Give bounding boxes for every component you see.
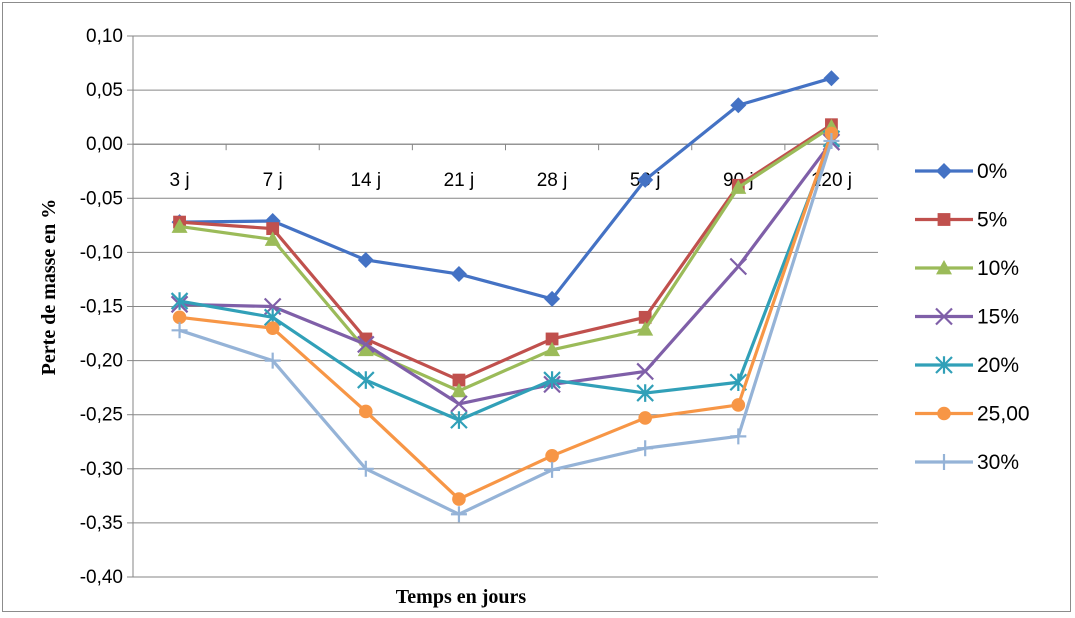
series-30%: [171, 132, 840, 523]
data-point: [823, 132, 840, 149]
data-point: [450, 266, 467, 283]
y-tick-label: 0,05: [86, 80, 123, 101]
data-point: [637, 321, 654, 336]
x-tick-label: 7 j: [263, 170, 283, 191]
legend-item: 10%: [915, 257, 1019, 280]
data-point: [171, 218, 188, 233]
legend-label: 15%: [977, 306, 1019, 329]
data-point: [544, 461, 561, 478]
y-tick-label: -0,40: [80, 567, 123, 588]
data-point: [545, 332, 559, 346]
series-line: [179, 125, 833, 393]
y-tick-label: -0,25: [80, 405, 123, 426]
data-point: [935, 307, 953, 326]
data-point: [730, 97, 747, 114]
series-line: [179, 132, 833, 501]
data-point: [729, 257, 748, 276]
legend-item: 0%: [915, 160, 1007, 183]
data-point: [172, 310, 187, 325]
data-point: [636, 384, 654, 402]
data-point: [730, 428, 747, 445]
data-point: [171, 322, 188, 339]
data-point: [637, 440, 654, 457]
data-point: [170, 292, 189, 310]
x-tick-label: 21 j: [444, 170, 475, 191]
data-point: [450, 411, 468, 429]
data-point: [936, 260, 952, 275]
data-point: [264, 231, 281, 246]
legend: 0% 5% 10% 15% 20% 25,00 30%: [915, 160, 1030, 474]
data-point: [543, 371, 561, 389]
data-point: [544, 341, 561, 357]
data-point: [545, 449, 559, 463]
data-point: [638, 411, 652, 425]
x-axis-label: Temps en jours: [396, 586, 527, 608]
y-tick-label: 0,00: [86, 134, 123, 155]
legend-label: 20%: [977, 354, 1019, 377]
y-tick-label: -0,15: [80, 297, 123, 318]
legend-label: 0%: [977, 160, 1007, 183]
y-axis-ticks: 0,10 0,05 0,00 -0,05 -0,10 -0,15 -0,20 -0,25 -0,…: [80, 26, 123, 588]
series-25,00: [172, 126, 839, 506]
data-point: [357, 335, 375, 354]
data-point: [731, 398, 746, 412]
y-tick-label: 0,10: [86, 26, 123, 47]
series-line: [179, 141, 833, 406]
y-axis-label: Perte de masse en %: [38, 199, 60, 376]
data-point: [730, 179, 747, 194]
legend-item: 20%: [915, 354, 1019, 377]
data-point: [357, 371, 375, 389]
data-point: [450, 382, 467, 398]
legend-item: 25,00: [915, 403, 1030, 426]
x-tick-label: 3 j: [170, 170, 190, 191]
data-point: [450, 506, 467, 523]
data-point: [637, 171, 654, 188]
legend-item: 15%: [915, 306, 1019, 329]
data-point: [452, 373, 466, 387]
data-point: [450, 395, 468, 413]
data-point: [937, 406, 951, 421]
series-line: [179, 123, 833, 382]
data-point: [265, 321, 280, 335]
series-group: [170, 70, 841, 523]
legend-label: 10%: [977, 257, 1019, 280]
data-point: [936, 454, 952, 470]
data-point: [357, 460, 374, 477]
data-point: [452, 492, 466, 506]
legend-label: 25,00: [977, 403, 1030, 426]
series-line: [179, 140, 833, 516]
y-tick-label: -0,30: [80, 459, 123, 480]
y-tick-label: -0,10: [80, 242, 123, 263]
y-tick-label: -0,05: [80, 188, 123, 209]
legend-item: 5%: [915, 209, 1007, 232]
data-point: [937, 213, 951, 226]
series-line: [179, 138, 833, 422]
data-point: [544, 290, 561, 307]
data-point: [638, 310, 652, 324]
x-tick-label: 28 j: [537, 170, 568, 191]
x-tick-label: 14 j: [350, 170, 381, 191]
data-point: [636, 362, 654, 381]
data-point: [359, 404, 373, 419]
y-tick-label: -0,35: [80, 513, 123, 534]
data-point: [936, 163, 952, 179]
series-line: [179, 76, 832, 301]
y-tick-label: -0,20: [80, 351, 123, 372]
data-point: [357, 251, 374, 268]
data-point: [264, 352, 281, 369]
data-point: [823, 70, 840, 87]
legend-label: 30%: [977, 451, 1019, 474]
line-chart: 0,10 0,05 0,00 -0,05 -0,10 -0,15 -0,20 -0,25 -0,…: [38, 26, 1030, 608]
data-point: [357, 341, 374, 357]
data-point: [935, 356, 953, 374]
legend-label: 5%: [977, 209, 1007, 232]
legend-item: 30%: [915, 451, 1019, 474]
data-point: [266, 222, 280, 235]
